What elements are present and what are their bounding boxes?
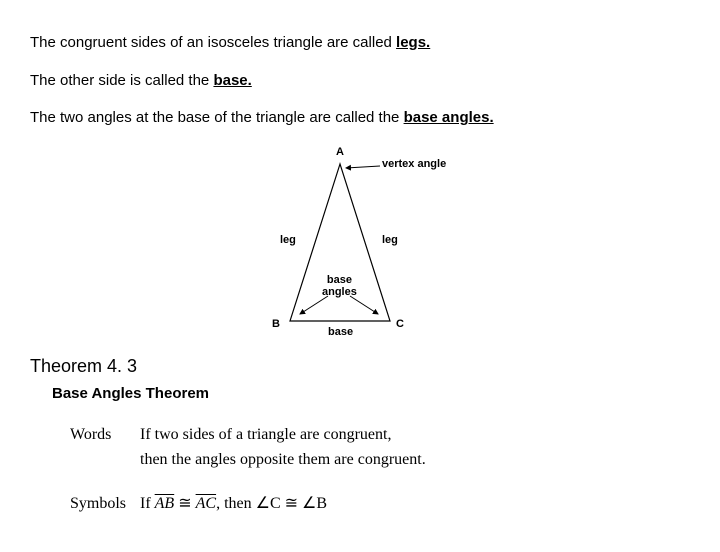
symbols-text: If AB ≅ AC, then ∠C ≅ ∠B [140, 491, 327, 517]
theorem-words-row: Words If two sides of a triangle are con… [70, 422, 690, 473]
left-vertex-label: B [272, 318, 280, 330]
words-label: Words [70, 422, 140, 473]
base-label: base [328, 326, 353, 338]
theorem-symbols-row: Symbols If AB ≅ AC, then ∠C ≅ ∠B [70, 491, 690, 517]
definition-base-angles: The two angles at the base of the triang… [30, 108, 690, 128]
vertex-angle-label: vertex angle [382, 158, 446, 170]
para3-underline: base angles. [404, 109, 494, 126]
para1-underline: legs. [396, 34, 430, 51]
para2-text: The other side is called the [30, 72, 213, 89]
document-content: The congruent sides of an isosceles tria… [0, 0, 720, 552]
symbols-mid: , then ∠C ≅ ∠B [216, 495, 327, 512]
symbols-seg2: AC [196, 495, 216, 512]
symbols-label: Symbols [70, 491, 140, 517]
words-text: If two sides of a triangle are congruent… [140, 422, 426, 473]
triangle-svg [210, 146, 510, 346]
apex-label: A [336, 146, 344, 158]
words-line2: then the angles opposite them are congru… [140, 451, 426, 468]
theorem-name: Base Angles Theorem [52, 385, 690, 402]
symbols-pre: If [140, 495, 155, 512]
leg-left-label: leg [280, 234, 296, 246]
leg-right-label: leg [382, 234, 398, 246]
right-vertex-label: C [396, 318, 404, 330]
theorem-body: Words If two sides of a triangle are con… [70, 422, 690, 517]
base-angles-label: base angles [322, 274, 357, 298]
para3-text: The two angles at the base of the triang… [30, 109, 404, 126]
symbols-seg1: AB [155, 495, 175, 512]
definition-legs: The congruent sides of an isosceles tria… [30, 33, 690, 53]
definition-base: The other side is called the base. [30, 71, 690, 91]
theorem-number: Theorem 4. 3 [30, 356, 690, 377]
words-line1: If two sides of a triangle are congruent… [140, 426, 391, 443]
para2-underline: base. [213, 72, 251, 89]
para1-text: The congruent sides of an isosceles tria… [30, 34, 396, 51]
triangle-diagram: A vertex angle leg leg base angles B C b… [210, 146, 510, 346]
symbols-cong: ≅ [174, 495, 195, 512]
